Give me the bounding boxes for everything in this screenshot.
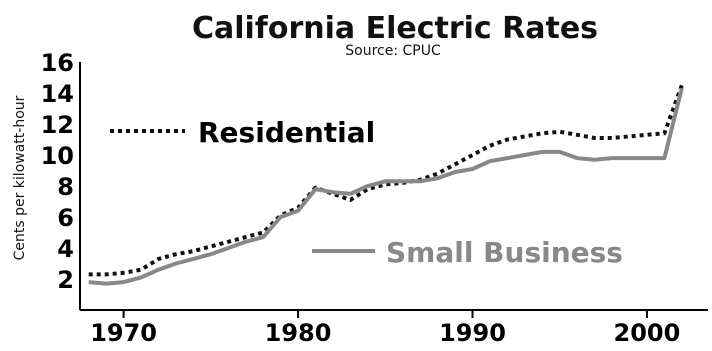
y-tick-label: 8 [57, 173, 74, 201]
x-tick-label: 1970 [90, 319, 157, 347]
legend: Residential Small Business [110, 116, 623, 269]
y-tick-label: 2 [57, 266, 74, 294]
y-tick-label: 16 [41, 49, 74, 77]
y-tick-label: 4 [57, 235, 74, 263]
chart-subtitle: Source: CPUC [345, 43, 441, 59]
y-tick-label: 12 [41, 111, 74, 139]
x-tick-label: 2000 [614, 319, 681, 347]
x-tick-label: 1980 [265, 319, 332, 347]
legend-label-small-business: Small Business [386, 236, 623, 269]
legend-label-residential: Residential [198, 116, 375, 149]
series-line-small-business [88, 87, 684, 286]
y-tick-label: 6 [57, 204, 74, 232]
x-ticks: 1970 1980 1990 2000 [90, 310, 680, 347]
chart-title: California Electric Rates [192, 11, 598, 46]
y-ticks: 2 4 6 8 10 12 14 16 [41, 49, 74, 294]
x-tick-label: 1990 [439, 319, 506, 347]
y-tick-label: 10 [41, 142, 74, 170]
series-lines [88, 84, 684, 286]
y-tick-label: 14 [41, 80, 74, 108]
y-axis-label: Cents per kilowatt-hour [12, 95, 28, 260]
